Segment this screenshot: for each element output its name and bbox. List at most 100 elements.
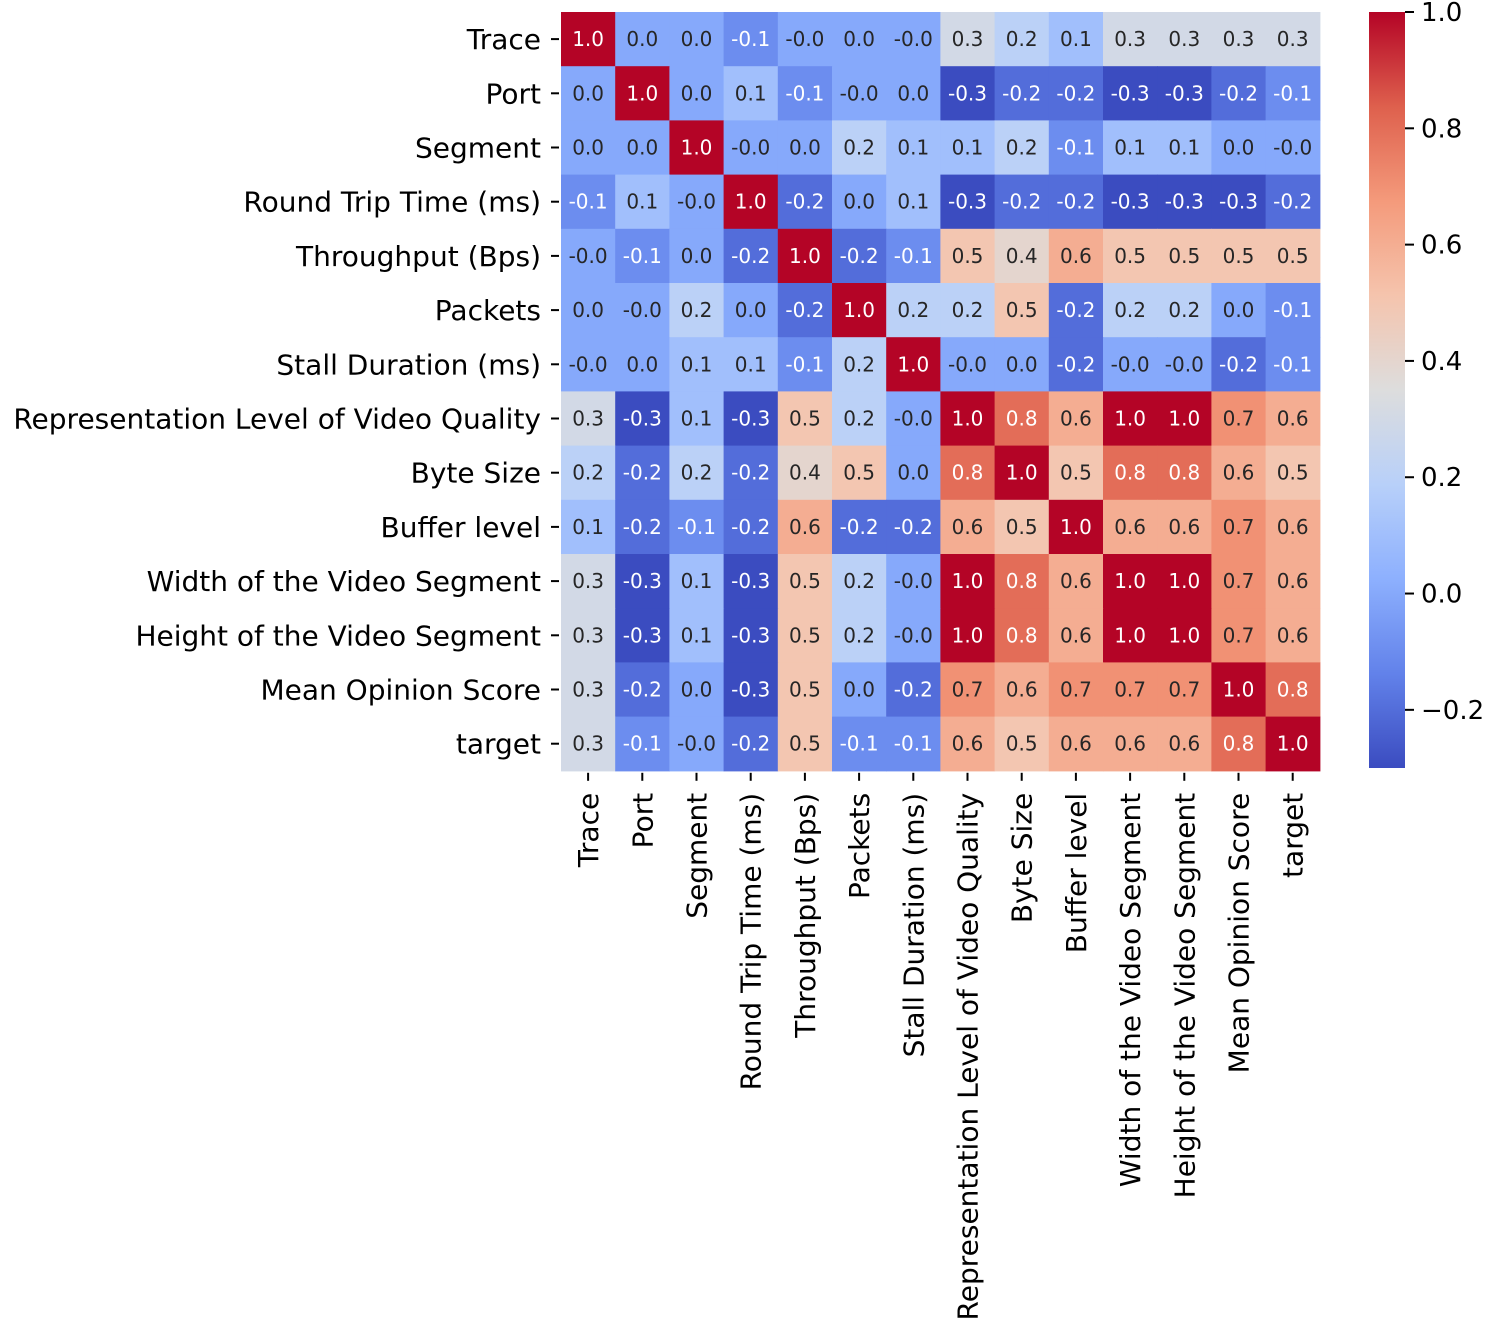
heatmap-cell	[994, 12, 1050, 67]
heatmap-cell	[886, 662, 941, 718]
cell-value-label: -0.3	[731, 407, 770, 431]
heatmap-cell	[1157, 499, 1212, 555]
y-axis: Trace Port Segment Round Trip Time (ms) Thro…	[13, 23, 559, 761]
cell-value-label: 0.1	[681, 352, 713, 376]
cell-value-label: 0.2	[572, 461, 604, 485]
heatmap-cell	[1103, 337, 1158, 392]
cell-value-label: 1.0	[735, 190, 767, 214]
cell-value-label: -0.3	[731, 678, 770, 702]
cell-value-label: 0.5	[1006, 298, 1038, 322]
cell-value-label: 1.0	[681, 136, 713, 160]
heatmap-cell	[1265, 12, 1321, 67]
cell-value-label: 0.2	[843, 136, 875, 160]
cell-value-label: -0.0	[569, 352, 608, 376]
cell-value-label: -0.1	[894, 244, 933, 268]
cell-value-label: -0.2	[1056, 190, 1095, 214]
cell-value-label: 0.0	[897, 81, 929, 105]
heatmap-cell	[723, 228, 779, 284]
cell-value-label: 1.0	[952, 569, 984, 593]
heatmap-cell	[1157, 12, 1212, 67]
heatmap-cell	[723, 662, 779, 718]
cell-value-label: 0.6	[1060, 732, 1092, 756]
heatmap-cell	[832, 445, 887, 501]
heatmap-cell	[1157, 662, 1212, 718]
cell-value-label: 0.6	[952, 732, 984, 756]
colorbar-tick-label: 0.0	[1421, 580, 1462, 610]
heatmap-cell	[1211, 174, 1267, 230]
heatmap-cell	[615, 228, 670, 284]
cell-value-label: -0.1	[840, 732, 879, 756]
heatmap-cell	[1265, 391, 1321, 447]
cell-value-label: 0.5	[1006, 515, 1038, 539]
heatmap-cell	[669, 228, 725, 284]
heatmap-cell	[940, 228, 996, 284]
heatmap-cell	[994, 337, 1050, 392]
cell-value-label: 0.3	[572, 407, 604, 431]
cell-value-label: 0.5	[789, 732, 821, 756]
cell-value-label: 0.8	[1277, 678, 1309, 702]
cell-value-label: -0.1	[731, 27, 770, 51]
cell-value-label: 0.1	[1168, 136, 1200, 160]
x-axis: Trace Port Segment Round Trip Time (ms) Thro…	[572, 772, 1310, 1320]
heatmap-cell	[994, 283, 1050, 338]
heatmap-cell	[723, 66, 779, 121]
y-tick-label: Port	[485, 77, 541, 110]
y-tick-label: Packets	[435, 294, 541, 327]
cell-value-label: 0.2	[681, 461, 713, 485]
heatmap-cell	[615, 120, 670, 176]
cell-value-label: 0.0	[1223, 136, 1255, 160]
cell-value-label: 0.1	[897, 190, 929, 214]
heatmap-cell	[1048, 66, 1104, 121]
heatmap-cell	[832, 66, 887, 121]
heatmap-cell	[886, 12, 941, 67]
heatmap-cell	[886, 66, 941, 121]
heatmap-cell	[1103, 66, 1158, 121]
cell-value-label: -0.1	[1273, 81, 1312, 105]
heatmap-cell	[1157, 283, 1212, 338]
heatmap-cell	[832, 608, 887, 663]
heatmap-cell	[832, 337, 887, 392]
heatmap-cell	[940, 499, 996, 555]
heatmap-cell	[1103, 391, 1158, 447]
cell-value-label: -0.1	[677, 515, 716, 539]
cell-value-label: 0.8	[952, 461, 984, 485]
cell-value-label: 0.8	[1223, 732, 1255, 756]
heatmap-cell-labels: 1.0 0.0 0.0 -0.1 -0.0 0.0 -0.0 0.3 0.2 0.1 0.3 0.3 0…	[569, 27, 1313, 756]
heatmap-cell	[940, 554, 996, 609]
heatmap-cell	[777, 228, 833, 284]
cell-value-label: -0.0	[785, 27, 824, 51]
cell-value-label: 0.6	[1060, 407, 1092, 431]
heatmap-cell	[1211, 66, 1267, 121]
heatmap-cell	[994, 66, 1050, 121]
heatmap-cell	[832, 283, 887, 338]
cell-value-label: 0.0	[572, 81, 604, 105]
heatmap-cell	[561, 662, 616, 718]
cell-value-label: 1.0	[1168, 569, 1200, 593]
heatmap-cell	[1157, 120, 1212, 176]
heatmap-cell	[1103, 174, 1158, 230]
heatmap-cell	[1048, 120, 1104, 176]
cell-value-label: 0.4	[789, 461, 821, 485]
cell-value-label: 1.0	[1060, 515, 1092, 539]
heatmap-cells	[561, 12, 1321, 772]
cell-value-label: -0.2	[1219, 81, 1258, 105]
colorbar-tick-label: 0.4	[1421, 347, 1462, 377]
cell-value-label: 0.5	[1277, 244, 1309, 268]
cell-value-label: -0.2	[731, 515, 770, 539]
heatmap-cell	[615, 554, 670, 609]
heatmap-cell	[669, 337, 725, 392]
cell-value-label: 1.0	[1114, 569, 1146, 593]
cell-value-label: -0.3	[948, 190, 987, 214]
heatmap-cell	[669, 716, 725, 772]
heatmap-cell	[832, 12, 887, 67]
cell-value-label: -0.0	[1111, 352, 1150, 376]
cell-value-label: 0.0	[1223, 298, 1255, 322]
cell-value-label: -0.2	[1273, 190, 1312, 214]
cell-value-label: 0.5	[789, 569, 821, 593]
heatmap-cell	[1211, 445, 1267, 501]
heatmap-cell	[832, 174, 887, 230]
x-tick-label: Throughput (Bps)	[789, 793, 822, 1039]
heatmap-cell	[832, 554, 887, 609]
cell-value-label: 0.1	[1060, 27, 1092, 51]
cell-value-label: -0.1	[1056, 136, 1095, 160]
